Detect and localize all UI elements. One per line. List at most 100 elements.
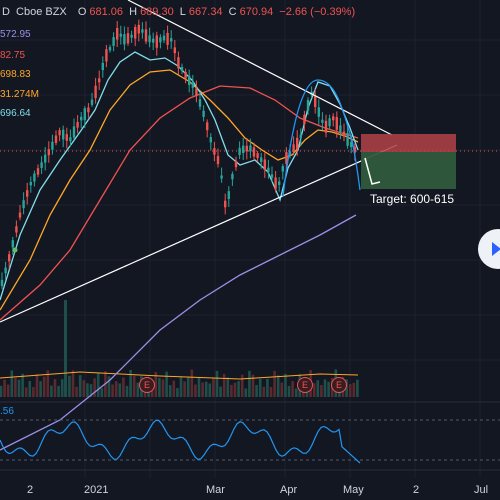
candle-body xyxy=(299,134,302,138)
candle-body xyxy=(238,147,241,155)
candle-body xyxy=(191,82,194,88)
candle-body xyxy=(90,99,94,105)
volume-bar xyxy=(212,377,215,397)
candle-body xyxy=(29,181,32,186)
volume-bar xyxy=(129,369,132,397)
volume-bar xyxy=(208,383,212,397)
support-trendline xyxy=(0,144,398,323)
candle-body xyxy=(270,174,274,178)
volume-bar xyxy=(143,388,147,397)
volume-bar xyxy=(78,375,82,397)
volume-bar xyxy=(356,379,359,397)
volume-bar xyxy=(172,380,176,397)
volume-bar xyxy=(284,373,287,397)
candle-body xyxy=(72,126,76,138)
candle-body xyxy=(335,117,338,130)
candle-body xyxy=(134,27,137,39)
x-axis-label: 2021 xyxy=(84,484,109,496)
volume-bar xyxy=(280,382,284,397)
candle-body xyxy=(209,137,212,143)
earnings-marker[interactable]: E xyxy=(331,377,347,393)
volume-bar xyxy=(122,377,125,397)
candle-body xyxy=(324,120,328,133)
candle-body xyxy=(36,168,40,175)
volume-bar xyxy=(89,384,93,397)
earnings-marker[interactable]: E xyxy=(297,377,313,393)
candle-body xyxy=(105,49,108,62)
candle-body xyxy=(242,145,245,154)
candle-body xyxy=(26,190,29,197)
candle-body xyxy=(353,146,356,153)
candle-body xyxy=(170,38,173,42)
candle-body xyxy=(18,212,22,218)
candle-body xyxy=(195,88,198,96)
volume-bar xyxy=(125,385,129,397)
volume-bar xyxy=(179,376,183,397)
candle-body xyxy=(173,47,176,54)
candle-body xyxy=(274,177,277,189)
candle-body xyxy=(69,137,72,142)
volume-bar xyxy=(86,383,89,397)
volume-bar xyxy=(204,381,208,397)
moving-average-mid xyxy=(0,69,359,311)
open-label: O xyxy=(77,6,87,18)
scroll-to-realtime-button[interactable] xyxy=(478,229,500,269)
candle-body xyxy=(108,47,112,51)
candle-body xyxy=(155,35,158,48)
candle-body xyxy=(148,35,151,43)
volume-bar xyxy=(237,381,240,397)
candle-body xyxy=(87,107,90,113)
volume-bar xyxy=(114,381,118,397)
volume-bar xyxy=(186,376,190,397)
x-axis-label: Jul xyxy=(474,484,489,496)
volume-bar xyxy=(132,375,136,397)
x-axis-label: May xyxy=(343,484,364,496)
change-value: −2.66 (−0.39%) xyxy=(279,6,356,18)
chart-grid xyxy=(0,0,500,478)
candle-body xyxy=(119,33,122,37)
volume-bar xyxy=(230,384,233,397)
volume-bar xyxy=(294,388,298,397)
candle-body xyxy=(252,147,256,157)
candle-body xyxy=(296,137,299,150)
candle-body xyxy=(285,152,288,164)
high-value: 689.30 xyxy=(140,6,174,18)
volume-bar xyxy=(42,376,46,397)
volume-bar xyxy=(50,385,53,397)
volume-bar xyxy=(136,382,140,397)
earnings-marker[interactable]: E xyxy=(139,377,155,393)
volume-bar xyxy=(71,370,75,397)
volume-bar xyxy=(111,384,114,397)
volume-bar xyxy=(240,374,244,397)
candle-body xyxy=(216,156,220,165)
candle-body xyxy=(198,99,202,107)
candle-body xyxy=(47,149,50,156)
candle-body xyxy=(126,33,130,44)
volume-bar xyxy=(291,381,294,397)
stop-loss-zone xyxy=(361,134,456,152)
volume-bar xyxy=(0,385,3,397)
volume-bar xyxy=(251,374,255,397)
volume-bar xyxy=(154,371,158,397)
candle-body xyxy=(292,144,295,152)
volume-bar xyxy=(276,375,280,397)
candle-body xyxy=(130,34,133,38)
volume-bar xyxy=(165,371,168,397)
volume-bar xyxy=(222,373,226,397)
candle-body xyxy=(65,134,68,141)
candle-body xyxy=(332,116,335,121)
volume-average-line xyxy=(0,371,359,380)
volume-bar xyxy=(345,379,348,397)
candle-body xyxy=(101,62,104,71)
volume-bar xyxy=(312,383,316,397)
drawing-tools xyxy=(0,0,456,323)
volume-bar xyxy=(258,378,262,397)
candle-body xyxy=(144,29,148,42)
volume-bar xyxy=(161,379,165,397)
volume-bar xyxy=(3,379,6,397)
volume-bar xyxy=(150,386,154,397)
resistance-trendline xyxy=(127,0,393,136)
indicator-value-2: 82.75 xyxy=(0,50,26,61)
candle-body xyxy=(224,200,227,208)
